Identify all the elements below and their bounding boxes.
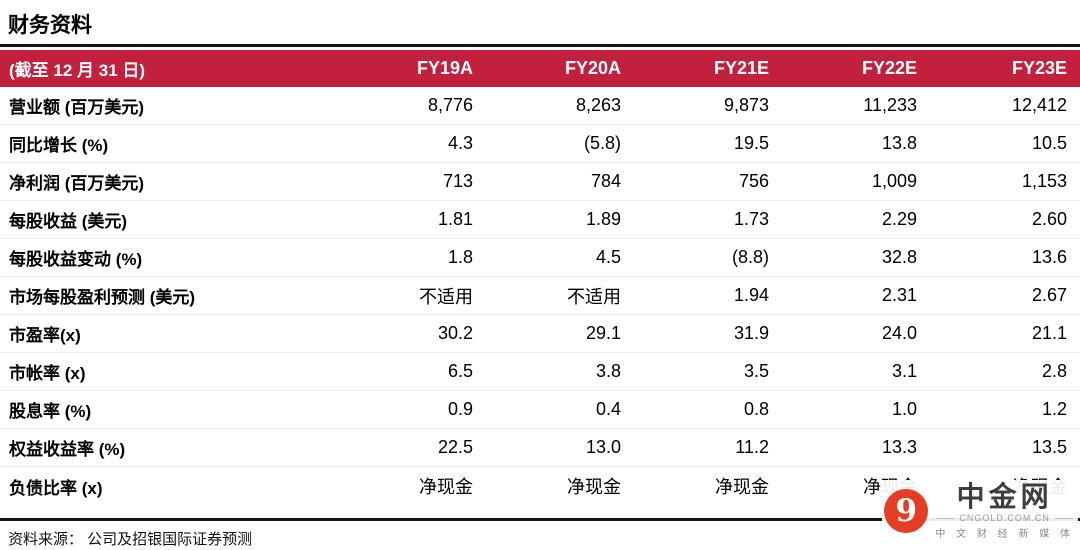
table-row: 股息率 (%) 0.9 0.4 0.8 1.0 1.2 (0, 391, 1080, 429)
cell: 29.1 (585, 323, 621, 343)
cell: 1.8 (447, 247, 473, 267)
cell: 净现金 (419, 477, 473, 497)
cell: 11,233 (863, 95, 917, 115)
cell: 1.0 (891, 399, 917, 419)
cell: 1.73 (733, 209, 769, 229)
cell: 2.8 (1041, 361, 1067, 381)
row-label: 股息率 (%) (9, 402, 92, 421)
table-body: 营业额 (百万美元) 8,776 8,263 9,873 11,233 12,4… (0, 87, 1080, 505)
cell: 1.89 (585, 209, 621, 229)
cell: 2.67 (1031, 285, 1067, 305)
watermark-brand-name: 中金网 (956, 481, 1053, 512)
bottom-rule (0, 518, 1080, 521)
cell: 10.5 (1031, 133, 1067, 153)
page-title: 财务资料 (8, 14, 92, 37)
table-row: 市场每股盈利预测 (美元) 不适用 不适用 1.94 2.31 2.67 (0, 277, 1080, 315)
row-label: 市场每股盈利预测 (美元) (9, 288, 196, 307)
cell: 11.2 (735, 437, 769, 457)
table-row: 市帐率 (x) 6.5 3.8 3.5 3.1 2.8 (0, 353, 1080, 391)
column-header-fy22e: FY22E (861, 58, 917, 78)
row-label: 每股收益 (美元) (9, 212, 128, 231)
cell: 22.5 (437, 437, 473, 457)
cell: 13.6 (1031, 247, 1067, 267)
cell: 21.1 (1031, 323, 1067, 343)
cell: 1.81 (437, 209, 473, 229)
cell: 12,412 (1011, 95, 1067, 115)
watermark-domain-text: CNGOLD.COM.CN (959, 513, 1050, 523)
cell: 713 (442, 171, 473, 191)
watermark-tagline: 中 文 财 经 新 媒 体 (935, 529, 1074, 540)
column-header-fy21e: FY21E (713, 58, 769, 78)
cell: 24.0 (881, 323, 917, 343)
cell: 13.0 (585, 437, 621, 457)
cell: (5.8) (583, 133, 621, 153)
cell: 3.1 (891, 361, 917, 381)
column-header-fy19a: FY19A (416, 58, 473, 78)
cell: 不适用 (419, 286, 473, 307)
row-label: 每股收益变动 (%) (9, 250, 143, 269)
table-row: 营业额 (百万美元) 8,776 8,263 9,873 11,233 12,4… (0, 87, 1080, 125)
table-row: 每股收益变动 (%) 1.8 4.5 (8.8) 32.8 13.6 (0, 239, 1080, 277)
column-header-fy20a: FY20A (564, 58, 621, 78)
table-header-row: (截至 12 月 31 日) FY19A FY20A FY21E FY22E F… (0, 50, 1080, 87)
cell: 2.60 (1031, 209, 1067, 229)
row-label: 负债比率 (x) (9, 478, 103, 498)
row-label: 市盈率(x) (9, 326, 81, 345)
table-row: 市盈率(x) 30.2 29.1 31.9 24.0 21.1 (0, 315, 1080, 353)
table-header-label: (截至 12 月 31 日) (9, 61, 146, 80)
cell: 1.94 (733, 285, 769, 305)
cell: 净现金 (715, 477, 769, 497)
cell: 8,263 (575, 95, 621, 115)
divider-line (936, 517, 955, 519)
column-header-fy23e: FY23E (1011, 58, 1067, 78)
cell: 4.3 (447, 133, 473, 153)
row-label: 同比增长 (%) (9, 136, 109, 155)
table-row: 同比增长 (%) 4.3 (5.8) 19.5 13.8 10.5 (0, 125, 1080, 163)
cell: 19.5 (733, 133, 769, 153)
watermark-domain: CNGOLD.COM.CN (936, 513, 1073, 523)
cell: 不适用 (567, 286, 621, 307)
row-label: 权益收益率 (%) (9, 440, 126, 459)
cell: 1,153 (1021, 171, 1067, 191)
cell: 4.5 (595, 247, 621, 267)
table-row: 每股收益 (美元) 1.81 1.89 1.73 2.29 2.60 (0, 201, 1080, 239)
row-label: 净利润 (百万美元) (9, 174, 145, 193)
cell: 0.9 (447, 399, 473, 419)
cell: 8,776 (427, 95, 473, 115)
cell: 32.8 (881, 247, 917, 267)
cell: 9,873 (723, 95, 769, 115)
divider-line (1054, 517, 1073, 519)
cell: 784 (590, 171, 621, 191)
cell: 6.5 (447, 361, 473, 381)
table-row: 净利润 (百万美元) 713 784 756 1,009 1,153 (0, 163, 1080, 201)
cell: 2.29 (881, 209, 917, 229)
cell: (8.8) (731, 247, 769, 267)
cell: 756 (738, 171, 769, 191)
cell: 0.8 (743, 399, 769, 419)
row-label: 营业额 (百万美元) (9, 98, 145, 117)
source-note: 资料来源： 公司及招银国际证券预测 (8, 531, 253, 548)
cell: 3.5 (743, 361, 769, 381)
cell: 31.9 (733, 323, 769, 343)
cell: 2.31 (881, 285, 917, 305)
top-rule (0, 44, 1080, 47)
cell: 3.8 (595, 361, 621, 381)
table-row: 权益收益率 (%) 22.5 13.0 11.2 13.3 13.5 (0, 429, 1080, 467)
cell: 13.3 (881, 437, 917, 457)
watermark: 9 中金网 CNGOLD.COM.CN 中 文 财 经 新 媒 体 (882, 480, 1078, 542)
cell: 净现金 (567, 477, 621, 497)
cell: 13.5 (1031, 437, 1067, 457)
cell: 13.8 (881, 133, 917, 153)
cell: 1,009 (871, 171, 917, 191)
row-label: 市帐率 (x) (9, 364, 86, 383)
cell: 0.4 (595, 399, 621, 419)
cngold-logo-icon: 9 (884, 489, 929, 533)
cell: 1.2 (1041, 399, 1067, 419)
cell: 30.2 (437, 323, 473, 343)
